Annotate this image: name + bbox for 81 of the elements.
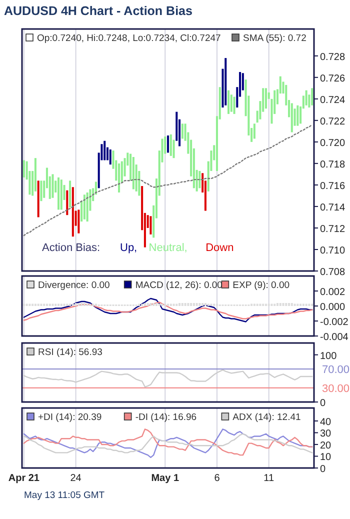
text: Up, (120, 242, 138, 254)
y-tick-label: 0 (320, 398, 326, 409)
bar (132, 156, 134, 190)
legend-label: EXP (9): 0.00 (232, 280, 290, 291)
legend-label: SMA (55): 0.72 (243, 33, 306, 44)
y-tick-label: 0.720 (320, 138, 346, 149)
legend-label: MACD (12, 26): 0.00 (135, 280, 222, 291)
legend-label: RSI (14): 56.93 (38, 347, 102, 358)
ref-line-label: 30.00 (322, 382, 350, 395)
bar (72, 187, 74, 237)
text: Down (206, 242, 234, 254)
bar (118, 163, 120, 192)
bar (230, 94, 232, 112)
bar (69, 180, 72, 208)
y-tick-label: 0.716 (320, 180, 346, 192)
bar (40, 180, 42, 202)
bar (166, 135, 170, 153)
bar (233, 96, 236, 114)
series-label: Neutral, (148, 242, 188, 254)
chart-title: AUDUSD 4H Chart - Action Bias (4, 4, 192, 18)
bar (34, 158, 36, 192)
y-tick-label: 40 (320, 416, 332, 428)
bar (60, 180, 62, 210)
bar (66, 190, 68, 216)
y-tick-label: 0.710 (320, 245, 346, 256)
x-tick-label: Apr 21 (8, 473, 40, 484)
y-tick-label: 20 (320, 440, 332, 452)
bar (37, 180, 40, 218)
bar (198, 170, 201, 188)
bar (52, 174, 54, 198)
bar (305, 90, 308, 106)
y-tick-label: 0.002 (320, 287, 346, 298)
x-tick-label: 24 (70, 473, 82, 484)
y-tick-label: 0 (320, 464, 326, 475)
legend-title: Action Bias: (42, 242, 100, 254)
bar (109, 149, 112, 165)
x-tick-label: 11 (264, 473, 274, 484)
bar (224, 58, 227, 106)
line-series (23, 369, 313, 388)
legend-label: -DI (14): 16.96 (135, 412, 197, 423)
bar (290, 103, 293, 132)
y-tick-label: 0.726 (320, 73, 346, 84)
ref-line-label: 70.00 (322, 364, 350, 376)
x-tick-label: May 1 (151, 473, 180, 484)
y-tick-label: 100 (320, 350, 338, 362)
bar (264, 88, 267, 109)
legend-label: ADX (14): 12.41 (232, 412, 301, 423)
bar (83, 194, 86, 220)
annotation: Op:0.7240, Hi:0.7248, Lo:0.7234, Cl:0.7247 (37, 33, 221, 44)
bar (170, 134, 172, 156)
bar (86, 192, 88, 222)
bar (311, 88, 314, 106)
bar (104, 140, 106, 160)
y-tick-label: 0.712 (320, 224, 346, 235)
y-tick-label: 0.724 (320, 94, 346, 106)
bar (58, 177, 60, 210)
bar (253, 124, 256, 139)
bar (296, 105, 299, 126)
line-series (23, 433, 313, 454)
y-tick-label: 30 (320, 428, 332, 440)
text: May 13 11:05 GMT (24, 490, 105, 501)
legend-label: +DI (14): 20.39 (38, 412, 102, 423)
x-tick-label: 6 (214, 473, 220, 484)
legend-label: Divergence: 0.00 (38, 280, 110, 291)
y-tick-label: 0.722 (320, 116, 346, 128)
y-tick-label: 0.708 (320, 267, 346, 278)
line-series (23, 302, 313, 321)
line-series (23, 298, 313, 322)
bar (181, 124, 184, 139)
bar (228, 90, 230, 114)
bar (78, 210, 80, 234)
y-tick-label: 0.000 (320, 302, 346, 313)
y-tick-label: 0.718 (320, 159, 346, 170)
y-tick-label: -0.004 (320, 332, 349, 343)
y-tick-label: -0.002 (320, 317, 349, 328)
y-tick-label: 0.728 (320, 52, 346, 63)
y-tick-label: 10 (320, 452, 332, 464)
bar (150, 216, 152, 234)
bar (22, 160, 25, 178)
line-series (23, 124, 313, 236)
y-tick-label: 0.714 (320, 202, 346, 214)
